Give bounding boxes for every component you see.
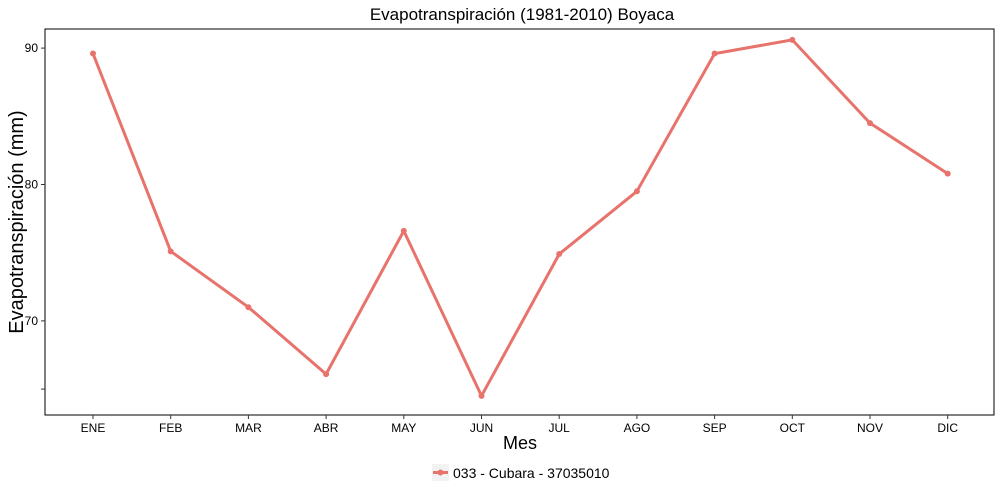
x-axis: ENE FEB MAR ABR MAY JUN JUL AGO SEP OCT NOV DIC: [81, 415, 958, 435]
data-point: [633, 188, 640, 195]
x-tick-label: ABR: [314, 421, 339, 435]
x-tick-label: JUN: [470, 421, 493, 435]
data-point: [478, 392, 485, 399]
legend-label: 033 - Cubara - 37035010: [453, 465, 610, 481]
data-point: [556, 251, 563, 258]
data-point: [323, 371, 330, 378]
y-axis: 70 80 90: [25, 41, 45, 390]
x-tick-label: JUL: [549, 421, 571, 435]
data-point: [167, 248, 174, 255]
legend-key-marker: [437, 469, 444, 476]
x-tick-label: OCT: [780, 421, 806, 435]
data-point: [944, 170, 951, 177]
legend: 033 - Cubara - 37035010: [432, 464, 610, 481]
series-line: [91, 38, 950, 398]
data-point: [867, 120, 873, 127]
x-axis-title: Mes: [503, 433, 537, 453]
x-tick-label: NOV: [857, 421, 883, 435]
x-tick-label: SEP: [703, 421, 727, 435]
x-tick-label: FEB: [159, 421, 182, 435]
chart-title: Evapotranspiración (1981-2010) Boyaca: [370, 5, 675, 24]
data-point: [90, 50, 96, 57]
x-tick-label: DIC: [937, 421, 958, 435]
x-tick-label: MAY: [391, 421, 416, 435]
data-point: [711, 50, 718, 57]
series-layer: [90, 36, 951, 399]
x-tick-label: ENE: [81, 421, 106, 435]
plot-frame: [44, 28, 995, 416]
y-axis-title: Evapotranspiración (mm): [6, 110, 28, 333]
x-tick-label: MAR: [235, 421, 262, 435]
x-tick-label: AGO: [624, 421, 651, 435]
y-tick-label: 80: [25, 177, 39, 191]
y-tick-label: 90: [25, 41, 39, 55]
data-point: [245, 304, 252, 311]
y-tick-label: 70: [25, 314, 39, 328]
data-point: [789, 36, 796, 43]
data-point: [400, 227, 407, 234]
